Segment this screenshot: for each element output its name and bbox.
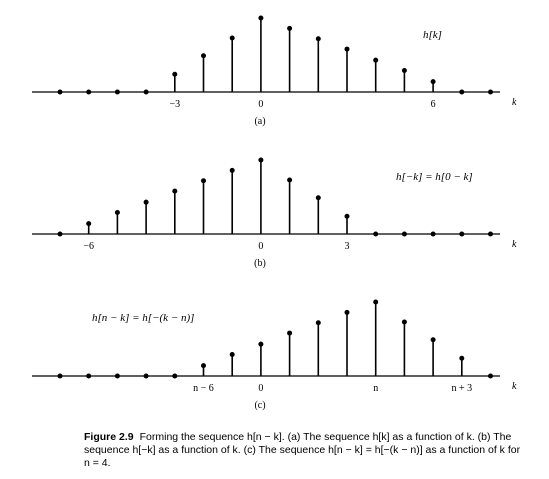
caption-text: Forming the sequence h[n − k]. (a) The s… xyxy=(84,431,521,469)
tick-label: n xyxy=(373,383,378,394)
stem-point xyxy=(430,231,436,237)
figure-caption: Figure 2.9 Forming the sequence h[n − k].… xyxy=(84,431,524,470)
stem-point xyxy=(114,210,120,216)
stem-point xyxy=(287,25,293,31)
stem-point xyxy=(315,320,321,326)
tick-label: 0 xyxy=(258,383,263,394)
stem-point xyxy=(287,177,293,183)
stem-point xyxy=(86,373,92,379)
stem-point xyxy=(201,178,206,184)
stem-point xyxy=(459,231,465,237)
stem-point xyxy=(430,79,436,85)
panel-label: (b) xyxy=(254,258,266,269)
stem-point xyxy=(344,309,350,315)
stem-point xyxy=(401,231,407,237)
sequence-label: h[k] xyxy=(423,29,442,41)
tick-labels: n − 6 0 n n + 3 xyxy=(193,383,472,394)
stem-point xyxy=(57,373,63,379)
panel-c: h[n − k] = h[−(k − n)] k (c) n − 6 0 n n + … xyxy=(32,299,517,411)
stem-point xyxy=(315,36,321,42)
stem-point xyxy=(229,167,235,173)
x-axis-label: k xyxy=(512,239,517,250)
stems xyxy=(57,299,493,379)
stem-point xyxy=(258,341,264,347)
stem-point xyxy=(488,231,493,237)
figure-number: Figure 2.9 xyxy=(84,431,134,443)
stem-point xyxy=(201,363,206,369)
stem-point xyxy=(373,299,379,305)
stem-point xyxy=(172,373,178,379)
stem-point xyxy=(488,89,493,95)
figure: h[k] k (a) −3 0 6 h[−k] = h[0 − k] k (b) −… xyxy=(32,15,517,411)
stem-point xyxy=(114,373,120,379)
x-axis-label: k xyxy=(512,97,517,108)
stem-point xyxy=(373,231,379,237)
stem-point xyxy=(430,337,436,343)
panel-label: (c) xyxy=(254,400,265,411)
stem-point xyxy=(229,352,235,358)
stem-point xyxy=(258,157,264,163)
stem-point xyxy=(143,199,149,205)
stem-point xyxy=(57,89,63,95)
stem-point xyxy=(86,89,92,95)
tick-label: 3 xyxy=(345,241,350,252)
stem-point xyxy=(373,57,379,63)
stem-point xyxy=(229,35,235,41)
tick-label: −3 xyxy=(169,99,180,110)
stem-point xyxy=(258,15,264,21)
tick-label: 6 xyxy=(431,99,436,110)
stems xyxy=(57,15,493,95)
stem-point xyxy=(459,355,465,361)
stem-point xyxy=(172,188,178,194)
stem-point xyxy=(287,330,293,336)
stem-point xyxy=(86,221,92,227)
stem-point xyxy=(344,46,350,52)
tick-label: n − 6 xyxy=(193,383,214,394)
stem-point xyxy=(488,373,493,379)
panel-a: h[k] k (a) −3 0 6 xyxy=(32,15,517,127)
x-axis-label: k xyxy=(512,381,517,392)
tick-labels: −6 0 3 xyxy=(83,241,349,252)
tick-labels: −3 0 6 xyxy=(169,99,435,110)
tick-label: −6 xyxy=(83,241,94,252)
stems xyxy=(57,157,493,237)
stem-point xyxy=(143,373,149,379)
tick-label: 0 xyxy=(258,241,263,252)
stem-point xyxy=(401,68,407,74)
tick-label: n + 3 xyxy=(451,383,472,394)
stem-point xyxy=(201,53,206,59)
stem-point xyxy=(143,89,149,95)
stem-point xyxy=(114,89,120,95)
stem-point xyxy=(315,195,321,201)
tick-label: 0 xyxy=(258,99,263,110)
sequence-label: h[−k] = h[0 − k] xyxy=(396,171,473,183)
sequence-label: h[n − k] = h[−(k − n)] xyxy=(92,312,194,324)
panel-label: (a) xyxy=(254,116,265,127)
panel-b: h[−k] = h[0 − k] k (b) −6 0 3 xyxy=(32,157,517,269)
stem-point xyxy=(172,71,178,77)
stem-point xyxy=(401,319,407,325)
stem-point xyxy=(459,89,465,95)
stem-point xyxy=(344,213,350,219)
stem-point xyxy=(57,231,63,237)
